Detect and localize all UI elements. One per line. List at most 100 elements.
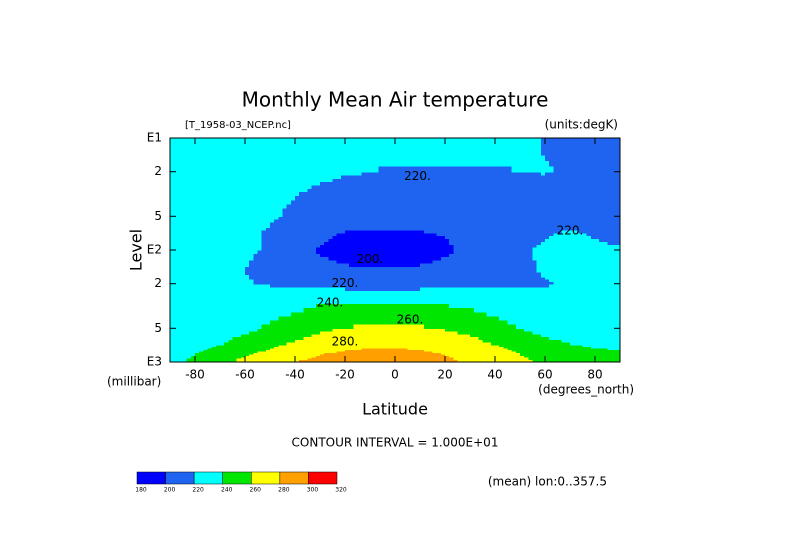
contour-cell xyxy=(382,235,388,240)
contour-cell xyxy=(257,296,263,301)
contour-cell xyxy=(270,358,275,360)
contour-cell xyxy=(345,241,350,245)
contour-cell xyxy=(220,281,225,285)
contour-cell xyxy=(386,339,392,343)
contour-cell xyxy=(553,352,559,355)
contour-cell xyxy=(461,354,467,357)
contour-cell xyxy=(395,356,400,359)
contour-cell xyxy=(503,283,509,288)
contour-cell xyxy=(540,290,546,295)
contour-cell xyxy=(382,336,388,340)
contour-cell xyxy=(282,333,288,338)
contour-cell xyxy=(257,331,263,335)
contour-cell xyxy=(186,333,192,338)
contour-cell xyxy=(386,269,392,273)
contour-cell xyxy=(490,283,496,288)
contour-cell xyxy=(390,244,396,248)
contour-cell xyxy=(424,287,429,291)
contour-cell xyxy=(186,341,192,346)
contour-cell xyxy=(307,320,313,325)
contour-cell xyxy=(495,266,500,271)
contour-cell xyxy=(515,250,521,254)
contour-cell xyxy=(374,235,379,240)
contour-cell xyxy=(186,287,192,291)
contour-cell xyxy=(199,311,204,317)
contour-cell xyxy=(490,311,496,317)
contour-cell xyxy=(261,328,267,332)
contour-cell xyxy=(207,293,213,298)
contour-cell xyxy=(190,333,196,338)
contour-cell xyxy=(490,358,496,360)
contour-cell xyxy=(365,344,371,347)
contour-cell xyxy=(228,347,234,350)
contour-cell xyxy=(507,355,513,358)
contour-cell xyxy=(615,269,621,273)
contour-cell xyxy=(195,256,200,261)
contour-cell xyxy=(299,349,304,352)
contour-cell xyxy=(607,272,613,275)
contour-cell xyxy=(540,320,546,325)
contour-cell xyxy=(320,344,325,347)
contour-cell xyxy=(203,300,209,305)
contour-cell xyxy=(599,256,604,261)
contour-cell xyxy=(549,259,554,264)
contour-cell xyxy=(578,279,584,282)
contour-cell xyxy=(282,315,288,321)
contour-cell xyxy=(224,355,229,358)
contour-cell xyxy=(274,247,279,251)
contour-cell xyxy=(478,331,484,335)
contour-cell xyxy=(290,300,296,305)
contour-cell xyxy=(590,253,596,258)
contour-cell xyxy=(595,346,600,349)
contour-cell xyxy=(582,359,588,362)
contour-cell xyxy=(595,266,600,271)
contour-cell xyxy=(415,281,421,285)
contour-cell xyxy=(245,244,250,248)
contour-cell xyxy=(540,349,546,352)
contour-cell xyxy=(586,352,592,355)
contour-cell xyxy=(207,279,213,282)
contour-cell xyxy=(215,300,221,305)
contour-cell xyxy=(499,356,504,359)
contour-cell xyxy=(611,315,617,321)
contour-cell xyxy=(199,290,204,295)
contour-cell xyxy=(515,253,521,258)
contour-cell xyxy=(199,266,204,271)
contour-cell xyxy=(328,346,334,349)
contour-cell xyxy=(315,281,321,285)
contour-cell xyxy=(203,359,209,362)
contour-cell xyxy=(590,269,596,273)
contour-cell xyxy=(440,238,446,242)
contour-cell xyxy=(357,283,363,288)
contour-cell xyxy=(232,250,238,254)
contour-cell xyxy=(178,346,184,349)
contour-cell xyxy=(261,276,267,280)
contour-cell xyxy=(532,283,538,288)
contour-cell xyxy=(390,269,396,273)
contour-cell xyxy=(528,315,534,321)
contour-cell xyxy=(403,349,409,352)
contour-cell xyxy=(320,283,325,288)
contour-cell xyxy=(524,315,529,321)
contour-cell xyxy=(299,283,304,288)
contour-cell xyxy=(449,250,454,254)
contour-cell xyxy=(540,346,546,349)
contour-cell xyxy=(190,253,196,258)
contour-cell xyxy=(557,350,563,354)
contour-cell xyxy=(357,359,363,362)
contour-cell xyxy=(428,287,434,291)
contour-cell xyxy=(445,247,450,251)
contour-cell xyxy=(307,300,313,305)
contour-cell xyxy=(195,320,200,325)
contour-cell xyxy=(245,253,250,258)
contour-cell xyxy=(320,293,325,298)
contour-cell xyxy=(399,341,404,346)
contour-cell xyxy=(390,352,396,355)
contour-cell xyxy=(432,250,438,254)
contour-cell xyxy=(453,266,459,271)
contour-cell xyxy=(403,281,409,285)
contour-cell xyxy=(457,247,463,251)
contour-cell xyxy=(515,354,521,357)
contour-cell xyxy=(511,266,517,271)
contour-cell xyxy=(328,324,334,329)
